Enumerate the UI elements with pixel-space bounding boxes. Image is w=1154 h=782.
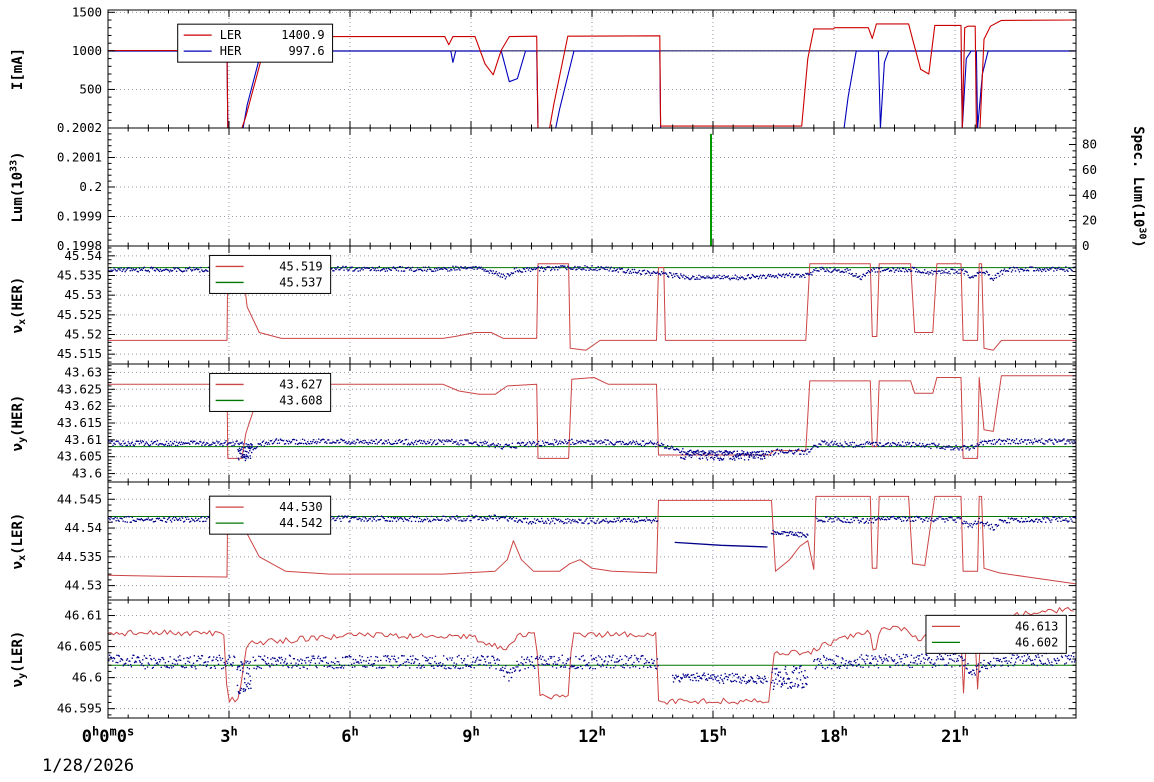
legend-value: 45.537 bbox=[279, 275, 322, 289]
panel-nu-y-ler: 46.595 46.6 46.605 46.61 νy(LER) 46.613 46.602 bbox=[10, 599, 1077, 719]
series-measured-burst bbox=[237, 443, 253, 462]
y-tick-label: 1500 bbox=[72, 4, 102, 19]
series-measured-burst bbox=[236, 660, 252, 695]
y-tick-label: 46.61 bbox=[64, 608, 102, 623]
y-tick-label: 44.535 bbox=[57, 549, 102, 564]
series-group bbox=[108, 607, 1076, 705]
y-tick-label: 43.63 bbox=[64, 364, 102, 379]
legend-box bbox=[177, 23, 334, 63]
y-tick-label: 0.2 bbox=[79, 179, 102, 194]
right-y-tick-label: 60 bbox=[1082, 162, 1097, 177]
series-LER bbox=[108, 19, 1076, 128]
panel-nu-x-ler: 44.53 44.535 44.54 44.545 νx(LER) 44.530 44.54… bbox=[10, 481, 1077, 601]
y-tick-label: 45.53 bbox=[64, 287, 102, 302]
y-tick-label: 46.595 bbox=[57, 701, 102, 716]
y-axis-title: Lum(1033) bbox=[9, 151, 26, 222]
y-tick-label: 45.525 bbox=[57, 307, 102, 322]
y-tick-label: 0.1999 bbox=[57, 209, 102, 224]
right-y-tick-label: 80 bbox=[1082, 136, 1097, 151]
y-tick-label: 0.2001 bbox=[57, 150, 102, 165]
right-y-tick-label: 0 bbox=[1082, 238, 1090, 253]
x-tick-label: 21h bbox=[941, 725, 969, 747]
series-measured-c bbox=[815, 515, 1076, 531]
y-tick-label: 44.53 bbox=[64, 578, 102, 593]
legend-box bbox=[209, 372, 332, 412]
legend-value: 45.519 bbox=[279, 259, 322, 273]
series-knob bbox=[108, 375, 1076, 459]
y-axis-title: νy(LER) bbox=[10, 631, 28, 688]
right-axis-title: Spec. Lum(1030) bbox=[1130, 126, 1147, 248]
y-axis-title: νx(HER) bbox=[10, 277, 28, 334]
legend-nu-y-ler: 46.613 46.602 bbox=[925, 614, 1067, 654]
series-knob bbox=[108, 607, 1074, 705]
legend-value: 44.530 bbox=[279, 500, 322, 514]
legend-value: 44.542 bbox=[279, 516, 322, 530]
y-tick-label: 45.54 bbox=[64, 248, 102, 263]
series-measured-smooth bbox=[674, 541, 768, 548]
legend-label: LER bbox=[220, 28, 242, 42]
right-y-tick-label: 20 bbox=[1082, 213, 1097, 228]
y-tick-label: 1000 bbox=[72, 43, 102, 58]
y-tick-label: 43.605 bbox=[57, 449, 102, 464]
y-tick-label: 500 bbox=[79, 81, 102, 96]
x-tick-label: 18h bbox=[820, 725, 848, 747]
x-tick-label: 12h bbox=[578, 725, 606, 747]
legend-box bbox=[209, 495, 332, 535]
date-label: 1/28/2026 bbox=[42, 756, 135, 776]
y-tick-label: 44.54 bbox=[64, 520, 102, 535]
legend-nu-x-ler: 44.530 44.542 bbox=[209, 495, 332, 535]
legend-beam-current: LER 1400.9 HER 997.6 bbox=[177, 23, 334, 63]
series-measured-low bbox=[671, 672, 768, 685]
legend-value: 46.613 bbox=[1015, 619, 1058, 633]
y-tick-label: 43.615 bbox=[57, 415, 102, 430]
x-tick-label: 6h bbox=[341, 725, 358, 747]
y-tick-label: 43.61 bbox=[64, 432, 102, 447]
y-tick-label: 0.1998 bbox=[57, 238, 102, 253]
x-tick-label: 15h bbox=[699, 725, 727, 747]
y-tick-label: 43.625 bbox=[57, 381, 102, 396]
y-tick-label: 0.2002 bbox=[57, 120, 102, 135]
series-measured-mid bbox=[770, 665, 809, 690]
legend-box bbox=[925, 614, 1067, 654]
y-axis-title: I[mA] bbox=[10, 48, 26, 90]
series-knob bbox=[108, 495, 1076, 585]
x-tick-label: 3h bbox=[220, 725, 237, 747]
x-tick-label: 0h0m0s bbox=[82, 725, 134, 747]
y-tick-label: 43.6 bbox=[72, 466, 102, 481]
series-knob bbox=[108, 263, 1076, 351]
y-tick-label: 44.545 bbox=[57, 491, 102, 506]
legend-value: 1400.9 bbox=[281, 28, 324, 42]
y-tick-label: 45.52 bbox=[64, 327, 102, 342]
y-tick-label: 45.535 bbox=[57, 268, 102, 283]
series-measured-low bbox=[679, 449, 767, 462]
legend-label: HER bbox=[220, 44, 242, 58]
x-tick-label: 9h bbox=[462, 725, 479, 747]
right-y-tick-label: 40 bbox=[1082, 187, 1097, 202]
y-tick-label: 46.6 bbox=[72, 670, 102, 685]
y-axis-title: νy(HER) bbox=[10, 395, 28, 452]
panel-nu-y-her: 43.6 43.605 43.61 43.615 43.62 43.625 43.63 νy(… bbox=[10, 363, 1077, 483]
legend-nu-y-her: 43.627 43.608 bbox=[209, 372, 332, 412]
y-axis-title: νx(LER) bbox=[10, 513, 28, 570]
y-tick-label: 45.515 bbox=[57, 346, 102, 361]
legend-box bbox=[209, 254, 332, 294]
legend-value: 997.6 bbox=[288, 44, 324, 58]
series-measured-b bbox=[252, 654, 659, 682]
series-measured-mid bbox=[770, 529, 809, 538]
legend-value: 43.608 bbox=[279, 393, 322, 407]
y-tick-label: 46.605 bbox=[57, 639, 102, 654]
panel-beam-current: 500 1000 1500 I[mA] LER 1400.9 HER 997.6 bbox=[10, 4, 1077, 129]
series-HER bbox=[108, 50, 1076, 128]
legend-value: 43.627 bbox=[279, 377, 322, 391]
legend-nu-x-her: 45.519 45.537 bbox=[209, 254, 332, 294]
y-tick-label: 43.62 bbox=[64, 398, 102, 413]
panel-luminosity: 0.1998 0.1999 0.2 0.2001 0.2002 0 20 40 60 80 Spec… bbox=[9, 120, 1148, 253]
legend-value: 46.602 bbox=[1015, 635, 1058, 649]
series-measured-c bbox=[813, 650, 1076, 676]
